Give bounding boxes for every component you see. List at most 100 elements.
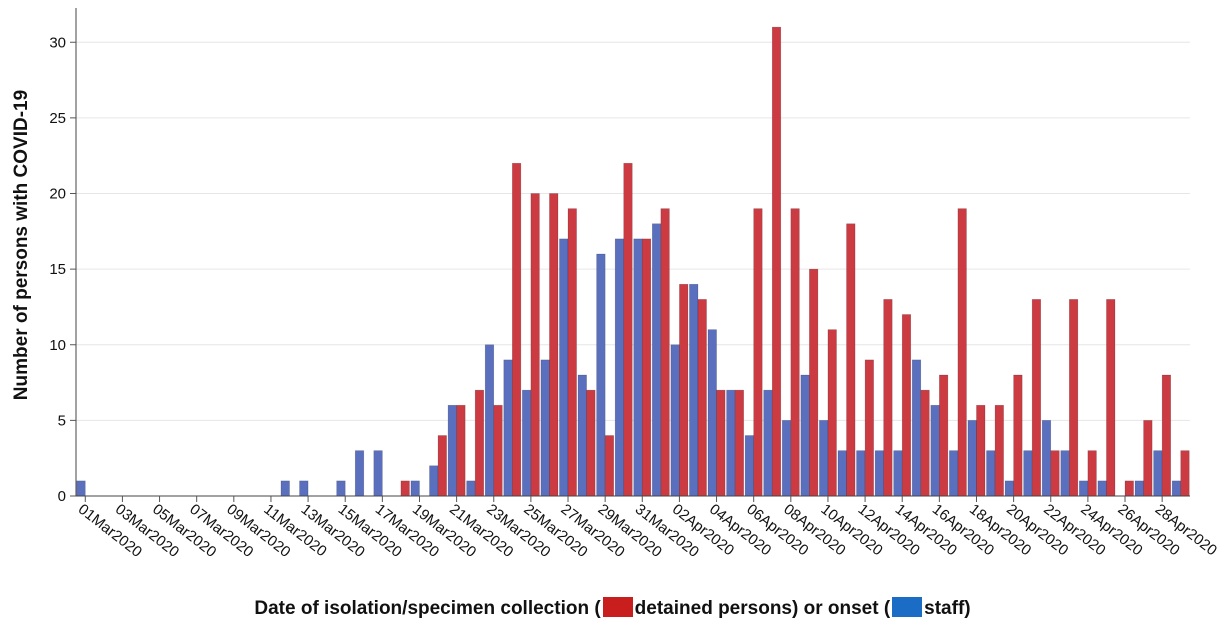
bar-staff [949, 450, 959, 497]
bar-staff [447, 404, 457, 497]
x-axis-title-prefix: Date of isolation/specimen collection ( [254, 598, 601, 619]
bar-detained [1143, 420, 1153, 497]
bar-detained [437, 435, 447, 497]
bar-staff [280, 480, 290, 497]
y-tick-label: 10 [49, 337, 66, 354]
bar-detained [456, 404, 466, 497]
bar-staff [1060, 450, 1070, 497]
bar-detained [697, 299, 707, 497]
bar-detained [1161, 374, 1171, 497]
bar-staff [819, 420, 829, 497]
bar-staff [354, 450, 365, 497]
bar-detained [753, 208, 763, 497]
y-tick-label: 0 [58, 488, 66, 505]
bar-staff [1153, 450, 1163, 497]
bar-staff [689, 283, 699, 497]
bars [76, 26, 1190, 497]
bar-staff [484, 344, 495, 497]
bar-staff [967, 420, 977, 497]
bar-staff [522, 389, 532, 497]
bar-detained [1106, 299, 1116, 497]
bar-detained [846, 223, 856, 497]
y-axis-title: Number of persons with COVID-19 [11, 90, 32, 400]
bar-detained [512, 162, 522, 497]
bar-staff [633, 238, 643, 497]
y-tick-label: 25 [49, 110, 66, 127]
bar-staff [1097, 480, 1107, 497]
legend-label-staff: staff) [924, 598, 971, 619]
bar-detained [474, 389, 485, 497]
bar-detained [994, 404, 1004, 497]
bar-staff [299, 480, 309, 497]
bar-detained [679, 283, 689, 497]
bar-detained [1031, 299, 1042, 497]
bar-staff [874, 450, 884, 497]
bar-staff [577, 374, 587, 497]
bar-detained [716, 389, 726, 497]
bar-staff [986, 450, 996, 497]
bar-detained [771, 26, 782, 497]
bar-detained [1087, 450, 1097, 497]
bar-staff [596, 253, 606, 497]
bar-detained [976, 404, 986, 497]
bar-staff [781, 420, 792, 497]
bar-staff [559, 238, 569, 497]
bar-detained [864, 359, 874, 497]
legend-swatch-detained [602, 597, 633, 617]
bar-detained [901, 314, 912, 497]
bar-detained [1050, 450, 1060, 497]
bar-staff [893, 450, 903, 497]
bar-staff [1041, 420, 1052, 497]
bar-detained [604, 435, 614, 497]
gridlines [76, 41, 1190, 421]
bar-detained [939, 374, 949, 497]
bar-detained [809, 268, 819, 497]
bar-staff [1134, 480, 1144, 497]
bar-detained [530, 193, 540, 497]
bar-staff [336, 480, 346, 497]
bar-staff [614, 238, 625, 497]
bar-staff [1023, 450, 1033, 497]
bar-staff [466, 480, 476, 497]
bar-staff [911, 359, 922, 497]
bar-detained [549, 193, 559, 497]
bar-staff [1004, 480, 1014, 497]
legend-swatch-staff [892, 597, 923, 617]
y-tick-label: 20 [49, 186, 66, 203]
bar-staff [856, 450, 866, 497]
bar-detained [790, 208, 800, 497]
bar-detained [957, 208, 967, 497]
bar-detained [623, 162, 633, 497]
y-tick-label: 5 [58, 412, 66, 429]
bar-detained [920, 389, 930, 497]
bar-staff [837, 450, 847, 497]
bar-staff [503, 359, 513, 497]
y-axis-ticks: 0 5 10 15 20 25 30 [49, 34, 76, 505]
bar-staff [373, 450, 383, 497]
y-tick-label: 30 [49, 34, 66, 51]
bar-staff [707, 329, 717, 497]
bar-staff [429, 465, 439, 497]
bar-detained [1013, 374, 1023, 497]
bar-staff [744, 435, 754, 497]
bar-detained [1180, 450, 1190, 497]
bar-detained [400, 480, 410, 497]
x-axis-title: Date of isolation/specimen collection (d… [0, 597, 1225, 620]
bar-staff [763, 389, 773, 497]
bar-detained [1069, 299, 1079, 497]
bar-detained [567, 208, 577, 497]
axes [75, 8, 1190, 497]
bar-staff [540, 359, 550, 497]
bar-staff [670, 344, 680, 497]
bar-staff [652, 223, 662, 497]
bar-staff [930, 404, 940, 497]
x-axis-ticks: 01Mar202003Mar202005Mar202007Mar202009Ma… [75, 496, 1220, 561]
bar-detained [883, 299, 893, 497]
bar-staff [1079, 480, 1089, 497]
bar-detained [660, 208, 670, 497]
bar-staff [726, 389, 736, 497]
bar-detained [827, 329, 837, 497]
bar-detained [493, 404, 503, 497]
bar-detained [586, 389, 596, 497]
